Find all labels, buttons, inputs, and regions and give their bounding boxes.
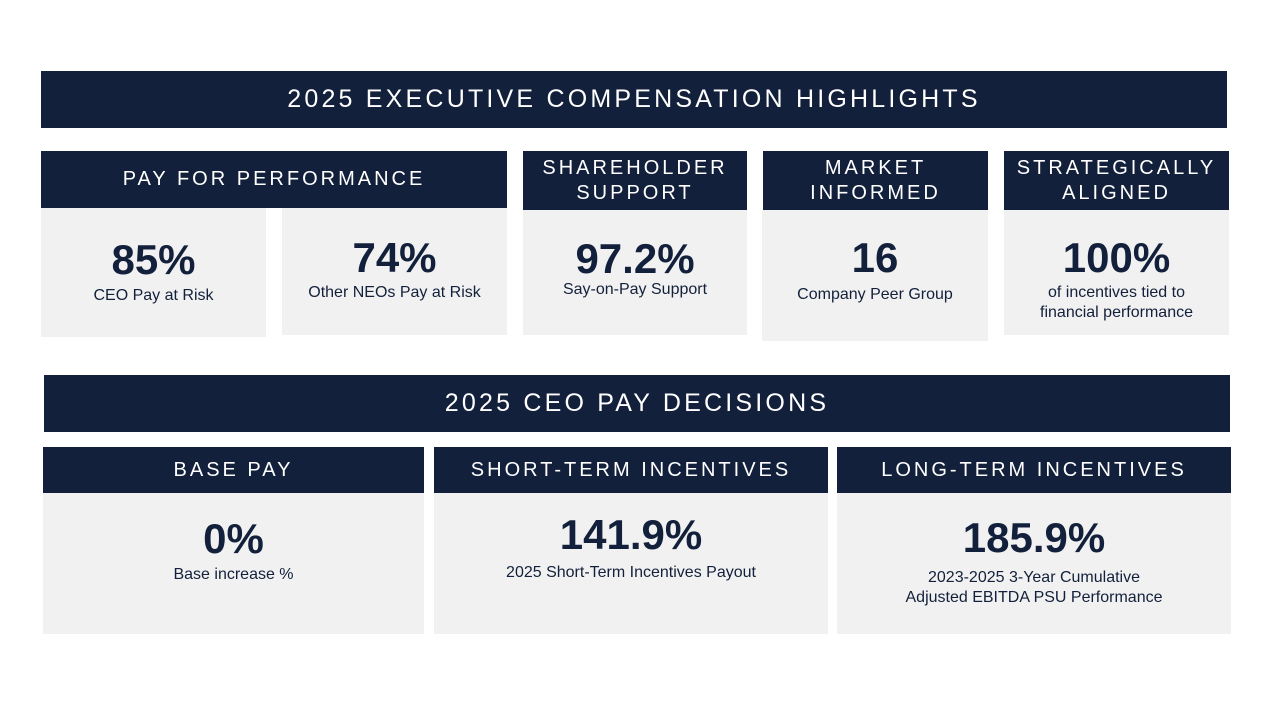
market-informed-title-line2: INFORMED — [810, 181, 941, 204]
short-term-incentives-header: SHORT-TERM INCENTIVES — [434, 447, 828, 493]
strategically-aligned-title-line2: ALIGNED — [1062, 181, 1171, 204]
ceo-pay-at-risk-value: 85% — [111, 236, 196, 283]
strategically-aligned-header: STRATEGICALLY ALIGNED — [1004, 151, 1229, 210]
base-pay-value: 0% — [203, 515, 264, 562]
shareholder-support-title-line2: SUPPORT — [576, 181, 694, 204]
long-term-incentives-card: 185.9% 2023-2025 3-Year Cumulative Adjus… — [837, 493, 1231, 634]
market-informed-header: MARKET INFORMED — [763, 151, 988, 210]
say-on-pay-label: Say-on-Pay Support — [562, 281, 708, 298]
short-term-incentives-value: 141.9% — [559, 511, 703, 558]
long-term-incentives-label-line1: 2023-2025 3-Year Cumulative — [928, 569, 1140, 586]
base-pay-label: Base increase % — [173, 566, 294, 583]
strategically-aligned-card: 100% of incentives tied to financial per… — [1004, 210, 1229, 335]
shareholder-support-title-line1: SHAREHOLDER — [542, 156, 728, 179]
highlights-banner: 2025 EXECUTIVE COMPENSATION HIGHLIGHTS — [41, 71, 1227, 128]
peer-group-label: Company Peer Group — [797, 286, 953, 303]
pay-for-performance-header: PAY FOR PERFORMANCE — [41, 151, 507, 208]
market-informed-card: 16 Company Peer Group — [762, 210, 988, 341]
neo-pay-at-risk-label: Other NEOs Pay at Risk — [308, 284, 481, 301]
short-term-incentives-label: 2025 Short-Term Incentives Payout — [506, 564, 756, 581]
say-on-pay-value: 97.2% — [575, 235, 695, 282]
short-term-incentives-card: 141.9% 2025 Short-Term Incentives Payout — [434, 493, 828, 634]
short-term-incentives-title: SHORT-TERM INCENTIVES — [470, 458, 792, 481]
base-pay-header: BASE PAY — [43, 447, 424, 493]
long-term-incentives-value: 185.9% — [962, 514, 1106, 561]
base-pay-title: BASE PAY — [173, 458, 294, 481]
incentives-tied-label-line1: of incentives tied to — [1048, 284, 1185, 301]
base-pay-card: 0% Base increase % — [43, 493, 424, 634]
pay-for-performance-title: PAY FOR PERFORMANCE — [122, 168, 426, 190]
neo-pay-at-risk-card: 74% Other NEOs Pay at Risk — [282, 208, 507, 335]
long-term-incentives-title: LONG-TERM INCENTIVES — [881, 458, 1187, 481]
highlights-title: 2025 EXECUTIVE COMPENSATION HIGHLIGHTS — [287, 85, 981, 113]
ceo-decisions-title: 2025 CEO PAY DECISIONS — [444, 389, 830, 417]
shareholder-support-card: 97.2% Say-on-Pay Support — [523, 210, 747, 335]
strategically-aligned-title-line1: STRATEGICALLY — [1016, 156, 1217, 179]
ceo-pay-at-risk-label: CEO Pay at Risk — [93, 287, 214, 304]
long-term-incentives-header: LONG-TERM INCENTIVES — [837, 447, 1231, 493]
market-informed-title-line1: MARKET — [824, 156, 927, 179]
ceo-pay-at-risk-card: 85% CEO Pay at Risk — [41, 208, 266, 337]
long-term-incentives-label-line2: Adjusted EBITDA PSU Performance — [905, 589, 1163, 606]
ceo-decisions-banner: 2025 CEO PAY DECISIONS — [44, 375, 1230, 432]
neo-pay-at-risk-value: 74% — [352, 234, 437, 281]
incentives-tied-label-line2: financial performance — [1040, 304, 1193, 321]
incentives-tied-value: 100% — [1062, 234, 1171, 281]
shareholder-support-header: SHAREHOLDER SUPPORT — [523, 151, 747, 210]
peer-group-value: 16 — [851, 234, 899, 281]
